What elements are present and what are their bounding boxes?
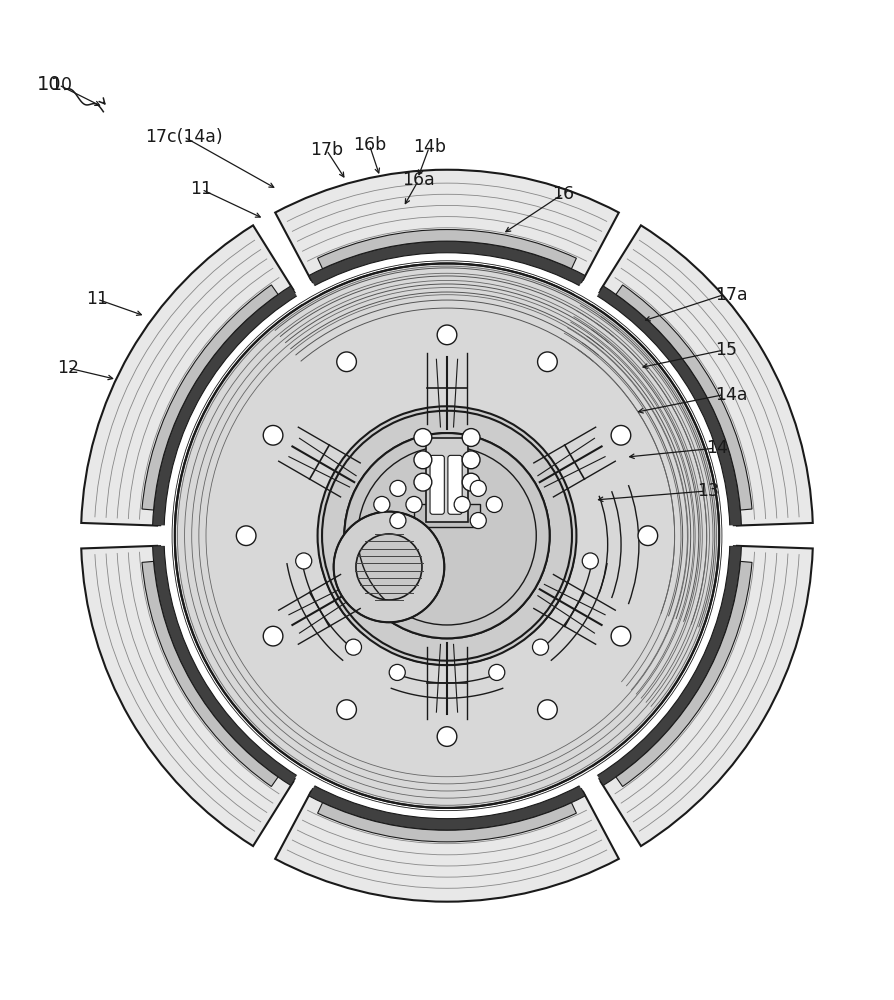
Circle shape — [437, 325, 457, 345]
Wedge shape — [616, 285, 752, 510]
Wedge shape — [616, 561, 752, 787]
Circle shape — [390, 480, 406, 496]
Wedge shape — [296, 767, 319, 788]
Circle shape — [374, 496, 390, 512]
Circle shape — [437, 727, 457, 746]
Circle shape — [406, 496, 422, 512]
Wedge shape — [174, 263, 720, 808]
Circle shape — [389, 664, 405, 680]
Circle shape — [611, 425, 631, 445]
Circle shape — [533, 639, 549, 655]
Circle shape — [345, 639, 361, 655]
Circle shape — [414, 473, 432, 491]
Circle shape — [296, 553, 312, 569]
Wedge shape — [153, 546, 297, 786]
Circle shape — [263, 626, 283, 646]
Text: 11: 11 — [86, 290, 108, 308]
Text: 13: 13 — [697, 482, 719, 500]
Circle shape — [390, 512, 406, 529]
Text: 14a: 14a — [715, 386, 747, 404]
Circle shape — [462, 429, 480, 446]
Wedge shape — [317, 230, 577, 269]
Wedge shape — [333, 512, 444, 622]
Wedge shape — [308, 786, 586, 830]
Circle shape — [414, 429, 432, 446]
Circle shape — [486, 496, 502, 512]
FancyBboxPatch shape — [430, 455, 444, 514]
Circle shape — [582, 553, 598, 569]
Text: 10: 10 — [37, 75, 61, 94]
Circle shape — [489, 664, 505, 680]
Wedge shape — [142, 285, 278, 510]
Circle shape — [414, 451, 432, 469]
Text: 15: 15 — [715, 341, 737, 359]
Wedge shape — [597, 286, 741, 526]
Wedge shape — [601, 546, 813, 846]
Text: 11: 11 — [190, 180, 213, 198]
Circle shape — [638, 526, 658, 546]
Text: 17a: 17a — [715, 286, 747, 304]
Wedge shape — [317, 406, 577, 665]
Circle shape — [263, 425, 283, 445]
Text: 16a: 16a — [402, 171, 434, 189]
Circle shape — [537, 700, 557, 719]
Wedge shape — [275, 170, 619, 280]
Wedge shape — [601, 225, 813, 526]
Circle shape — [470, 480, 486, 496]
Circle shape — [337, 700, 357, 719]
Text: 16b: 16b — [353, 136, 386, 154]
Wedge shape — [719, 526, 733, 546]
Circle shape — [462, 473, 480, 491]
Wedge shape — [275, 792, 619, 902]
Circle shape — [537, 352, 557, 372]
Text: 17c(14a): 17c(14a) — [145, 128, 223, 146]
Circle shape — [462, 451, 480, 469]
Wedge shape — [81, 225, 293, 526]
Text: 12: 12 — [56, 359, 79, 377]
Wedge shape — [161, 526, 175, 546]
Circle shape — [344, 433, 550, 638]
Wedge shape — [296, 284, 319, 305]
Wedge shape — [597, 546, 741, 786]
Bar — [414, 504, 480, 527]
Circle shape — [611, 626, 631, 646]
Wedge shape — [142, 561, 278, 787]
Circle shape — [337, 352, 357, 372]
Text: 14: 14 — [706, 439, 728, 457]
Wedge shape — [308, 241, 586, 286]
FancyBboxPatch shape — [448, 455, 462, 514]
Text: 10: 10 — [50, 76, 72, 94]
FancyBboxPatch shape — [426, 438, 468, 522]
Wedge shape — [153, 286, 297, 526]
Wedge shape — [575, 767, 598, 788]
Wedge shape — [575, 284, 598, 305]
Text: 14b: 14b — [413, 138, 445, 156]
Text: 17b: 17b — [310, 141, 343, 159]
Circle shape — [236, 526, 256, 546]
Circle shape — [454, 496, 470, 512]
Text: 16: 16 — [552, 185, 574, 203]
Circle shape — [470, 512, 486, 529]
Wedge shape — [317, 803, 577, 842]
Wedge shape — [81, 546, 293, 846]
